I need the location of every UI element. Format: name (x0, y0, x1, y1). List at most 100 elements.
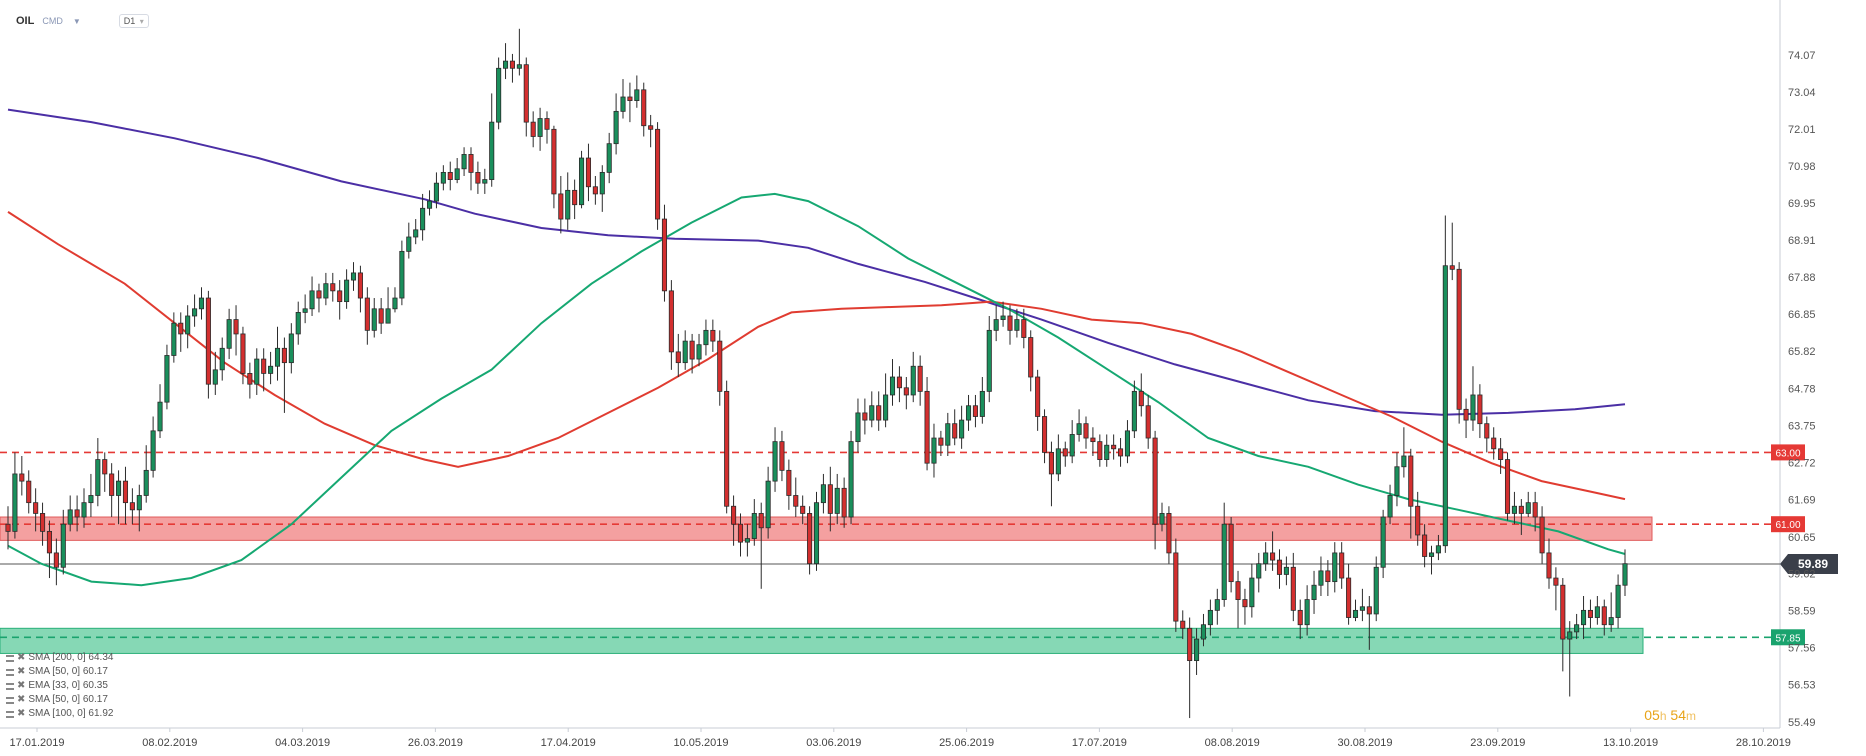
close-icon[interactable]: ✖ (17, 652, 26, 663)
timeframe-select[interactable]: D1 ▾ (118, 14, 149, 28)
candle-body (786, 469, 792, 496)
countdown-hours: 05 (1644, 707, 1660, 723)
candle-body (344, 279, 350, 303)
candle-body (682, 340, 688, 364)
candle-body (357, 272, 363, 299)
settings-icon[interactable] (6, 682, 14, 690)
candle-body (164, 355, 170, 403)
candle-body (800, 505, 806, 514)
candle-body (1318, 570, 1324, 586)
candle-body (1456, 268, 1462, 410)
chevron-down-icon[interactable]: ▼ (72, 16, 81, 26)
candle-body (661, 218, 668, 292)
candle-body (855, 412, 861, 443)
candle-body (993, 319, 999, 331)
candle-body (1228, 523, 1234, 583)
close-icon[interactable]: ✖ (17, 708, 26, 719)
candle-body (910, 365, 916, 396)
y-tick-label: 59.62 (1788, 569, 1816, 581)
candle-body (641, 89, 647, 127)
candle-body (102, 459, 108, 475)
candle-body (40, 513, 46, 532)
candle-body (1214, 599, 1220, 611)
candle-body (1442, 265, 1448, 547)
candle-body (399, 250, 405, 299)
candle-body (883, 394, 889, 421)
candle-body (46, 530, 53, 554)
candle-body (537, 118, 543, 137)
candle-body (696, 344, 702, 360)
candle-body (572, 189, 578, 206)
symbol-type-label: CMD (42, 16, 63, 26)
candle-body (1359, 606, 1365, 611)
zone-rect (0, 627, 1644, 654)
settings-icon[interactable] (6, 654, 14, 662)
candle-body (1263, 552, 1269, 565)
candle-body (1090, 437, 1096, 443)
candle-body (60, 523, 66, 568)
indicator-row[interactable]: ✖ SMA [50, 0] 60.17 (6, 693, 113, 707)
candle-body (1200, 624, 1207, 640)
indicator-row[interactable]: ✖ SMA [50, 0] 60.17 (6, 665, 113, 679)
close-icon[interactable]: ✖ (17, 666, 26, 677)
indicator-row[interactable]: ✖ SMA [100, 0] 61.92 (6, 707, 113, 721)
x-tick-label: 04.03.2019 (275, 737, 330, 749)
candle-body (979, 390, 985, 417)
candle-body (1346, 577, 1352, 618)
candle-body (1373, 566, 1379, 615)
settings-icon[interactable] (6, 710, 14, 718)
candle-body (1304, 599, 1310, 626)
indicator-label: EMA [33, 0] 60.35 (28, 680, 108, 691)
candle-body (1539, 516, 1545, 554)
candle-body (834, 487, 840, 514)
candle-body (261, 358, 267, 374)
candle-body (1332, 552, 1338, 583)
candle-body (1131, 390, 1137, 432)
candle-body (1484, 423, 1490, 439)
countdown-minutes: 54 (1670, 707, 1686, 723)
candle-countdown: 05h 54m (1644, 707, 1696, 723)
symbol-label[interactable]: OIL (16, 15, 35, 27)
candle-body (655, 128, 661, 220)
candle-body (19, 473, 25, 482)
indicator-row[interactable]: ✖ EMA [33, 0] 60.35 (6, 679, 113, 693)
candle-body (157, 401, 163, 432)
candle-body (219, 347, 225, 371)
candle-body (772, 441, 778, 482)
timeframe-label: D1 (123, 16, 136, 26)
candle-body (648, 125, 654, 130)
candle-body (1014, 319, 1020, 331)
candle-body (959, 419, 965, 439)
x-tick-label: 28.10.2019 (1736, 737, 1791, 749)
settings-icon[interactable] (6, 668, 14, 676)
candle-body (1207, 609, 1213, 626)
close-icon[interactable]: ✖ (17, 680, 26, 691)
y-tick-label: 67.88 (1788, 272, 1816, 284)
candle-body (876, 405, 882, 421)
candle-body (509, 60, 515, 69)
candle-body (1498, 448, 1504, 460)
candle-body (737, 523, 744, 543)
candle-body (1352, 609, 1359, 618)
candle-body (1574, 624, 1580, 633)
candle-body (468, 154, 474, 173)
candle-body (751, 513, 757, 539)
candle-body (136, 495, 142, 511)
candle-body (689, 340, 695, 360)
candle-body (192, 308, 198, 317)
candle-body (820, 484, 826, 504)
candle-body (1408, 455, 1414, 507)
y-tick-label: 55.49 (1788, 717, 1816, 729)
settings-icon[interactable] (6, 696, 14, 704)
candle-body (454, 168, 460, 180)
indicator-line (7, 211, 1626, 501)
candle-body (109, 473, 115, 496)
candle-body (917, 365, 923, 392)
close-icon[interactable]: ✖ (17, 694, 26, 705)
candle-body (744, 538, 750, 543)
candle-body (1380, 516, 1386, 568)
candle-body (1339, 552, 1345, 579)
candle-body (1325, 570, 1331, 583)
indicator-row[interactable]: ✖ SMA [200, 0] 64.34 (6, 651, 113, 665)
